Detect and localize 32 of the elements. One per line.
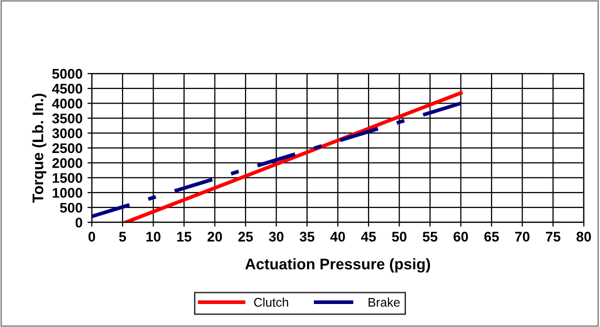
y-tick-label: 3500	[52, 114, 82, 124]
x-tick-label: 75	[546, 232, 560, 242]
y-tick-label: 2000	[52, 158, 82, 168]
legend-label: Brake	[368, 298, 400, 307]
y-axis-title: Torque (Lb. In.)	[32, 94, 46, 203]
x-tick-label: 45	[361, 232, 376, 242]
legend-label: Clutch	[254, 298, 288, 307]
x-tick-label: 30	[268, 232, 284, 242]
x-tick-label: 35	[300, 232, 314, 242]
x-tick-label: 0	[88, 232, 96, 242]
x-tick-label: 40	[330, 232, 345, 242]
x-tick-label: 70	[515, 232, 530, 242]
x-tick-label: 60	[454, 232, 468, 242]
x-tick-label: 20	[208, 232, 222, 242]
y-tick-label: 1500	[52, 173, 82, 183]
y-tick-label: 1000	[52, 188, 82, 198]
x-tick-label: 55	[422, 232, 438, 242]
x-axis-title: Actuation Pressure (psig)	[245, 258, 430, 273]
x-tick-label: 65	[484, 232, 499, 242]
x-tick-label: 50	[392, 232, 406, 242]
x-tick-label: 15	[177, 232, 192, 242]
y-tick-label: 2500	[52, 143, 82, 154]
x-tick-label: 25	[238, 232, 253, 242]
x-tick-label: 5	[119, 232, 126, 242]
y-tick-label: 0	[76, 218, 82, 228]
y-tick-label: 4000	[52, 98, 82, 108]
y-tick-label: 5000	[52, 68, 82, 79]
y-tick-label: 3000	[52, 128, 82, 138]
y-tick-label: 500	[60, 202, 82, 213]
y-tick-label: 4500	[52, 84, 82, 94]
x-tick-label: 10	[146, 232, 160, 242]
x-tick-label: 80	[576, 232, 591, 242]
